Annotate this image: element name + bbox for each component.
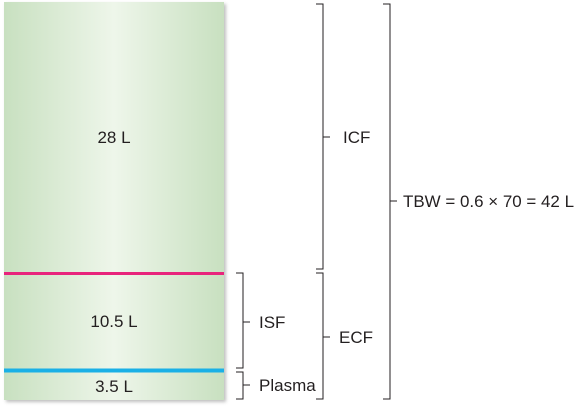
isf-label: ISF <box>259 313 285 332</box>
ecf-bracket <box>316 272 330 400</box>
ecf-label: ECF <box>339 328 373 347</box>
icf-label: ICF <box>343 128 370 147</box>
plasma-volume-label: 3.5 L <box>95 377 133 396</box>
icf-volume-label: 28 L <box>97 128 130 147</box>
icf-bracket <box>316 3 330 270</box>
isf-bracket <box>236 272 250 369</box>
tbw-bracket <box>383 3 397 400</box>
isf-volume-label: 10.5 L <box>90 312 137 331</box>
plasma-label: Plasma <box>259 376 316 395</box>
fluid-column <box>4 2 224 400</box>
plasma-bracket <box>236 371 250 400</box>
tbw-label: TBW = 0.6 × 70 = 42 L <box>403 192 574 211</box>
